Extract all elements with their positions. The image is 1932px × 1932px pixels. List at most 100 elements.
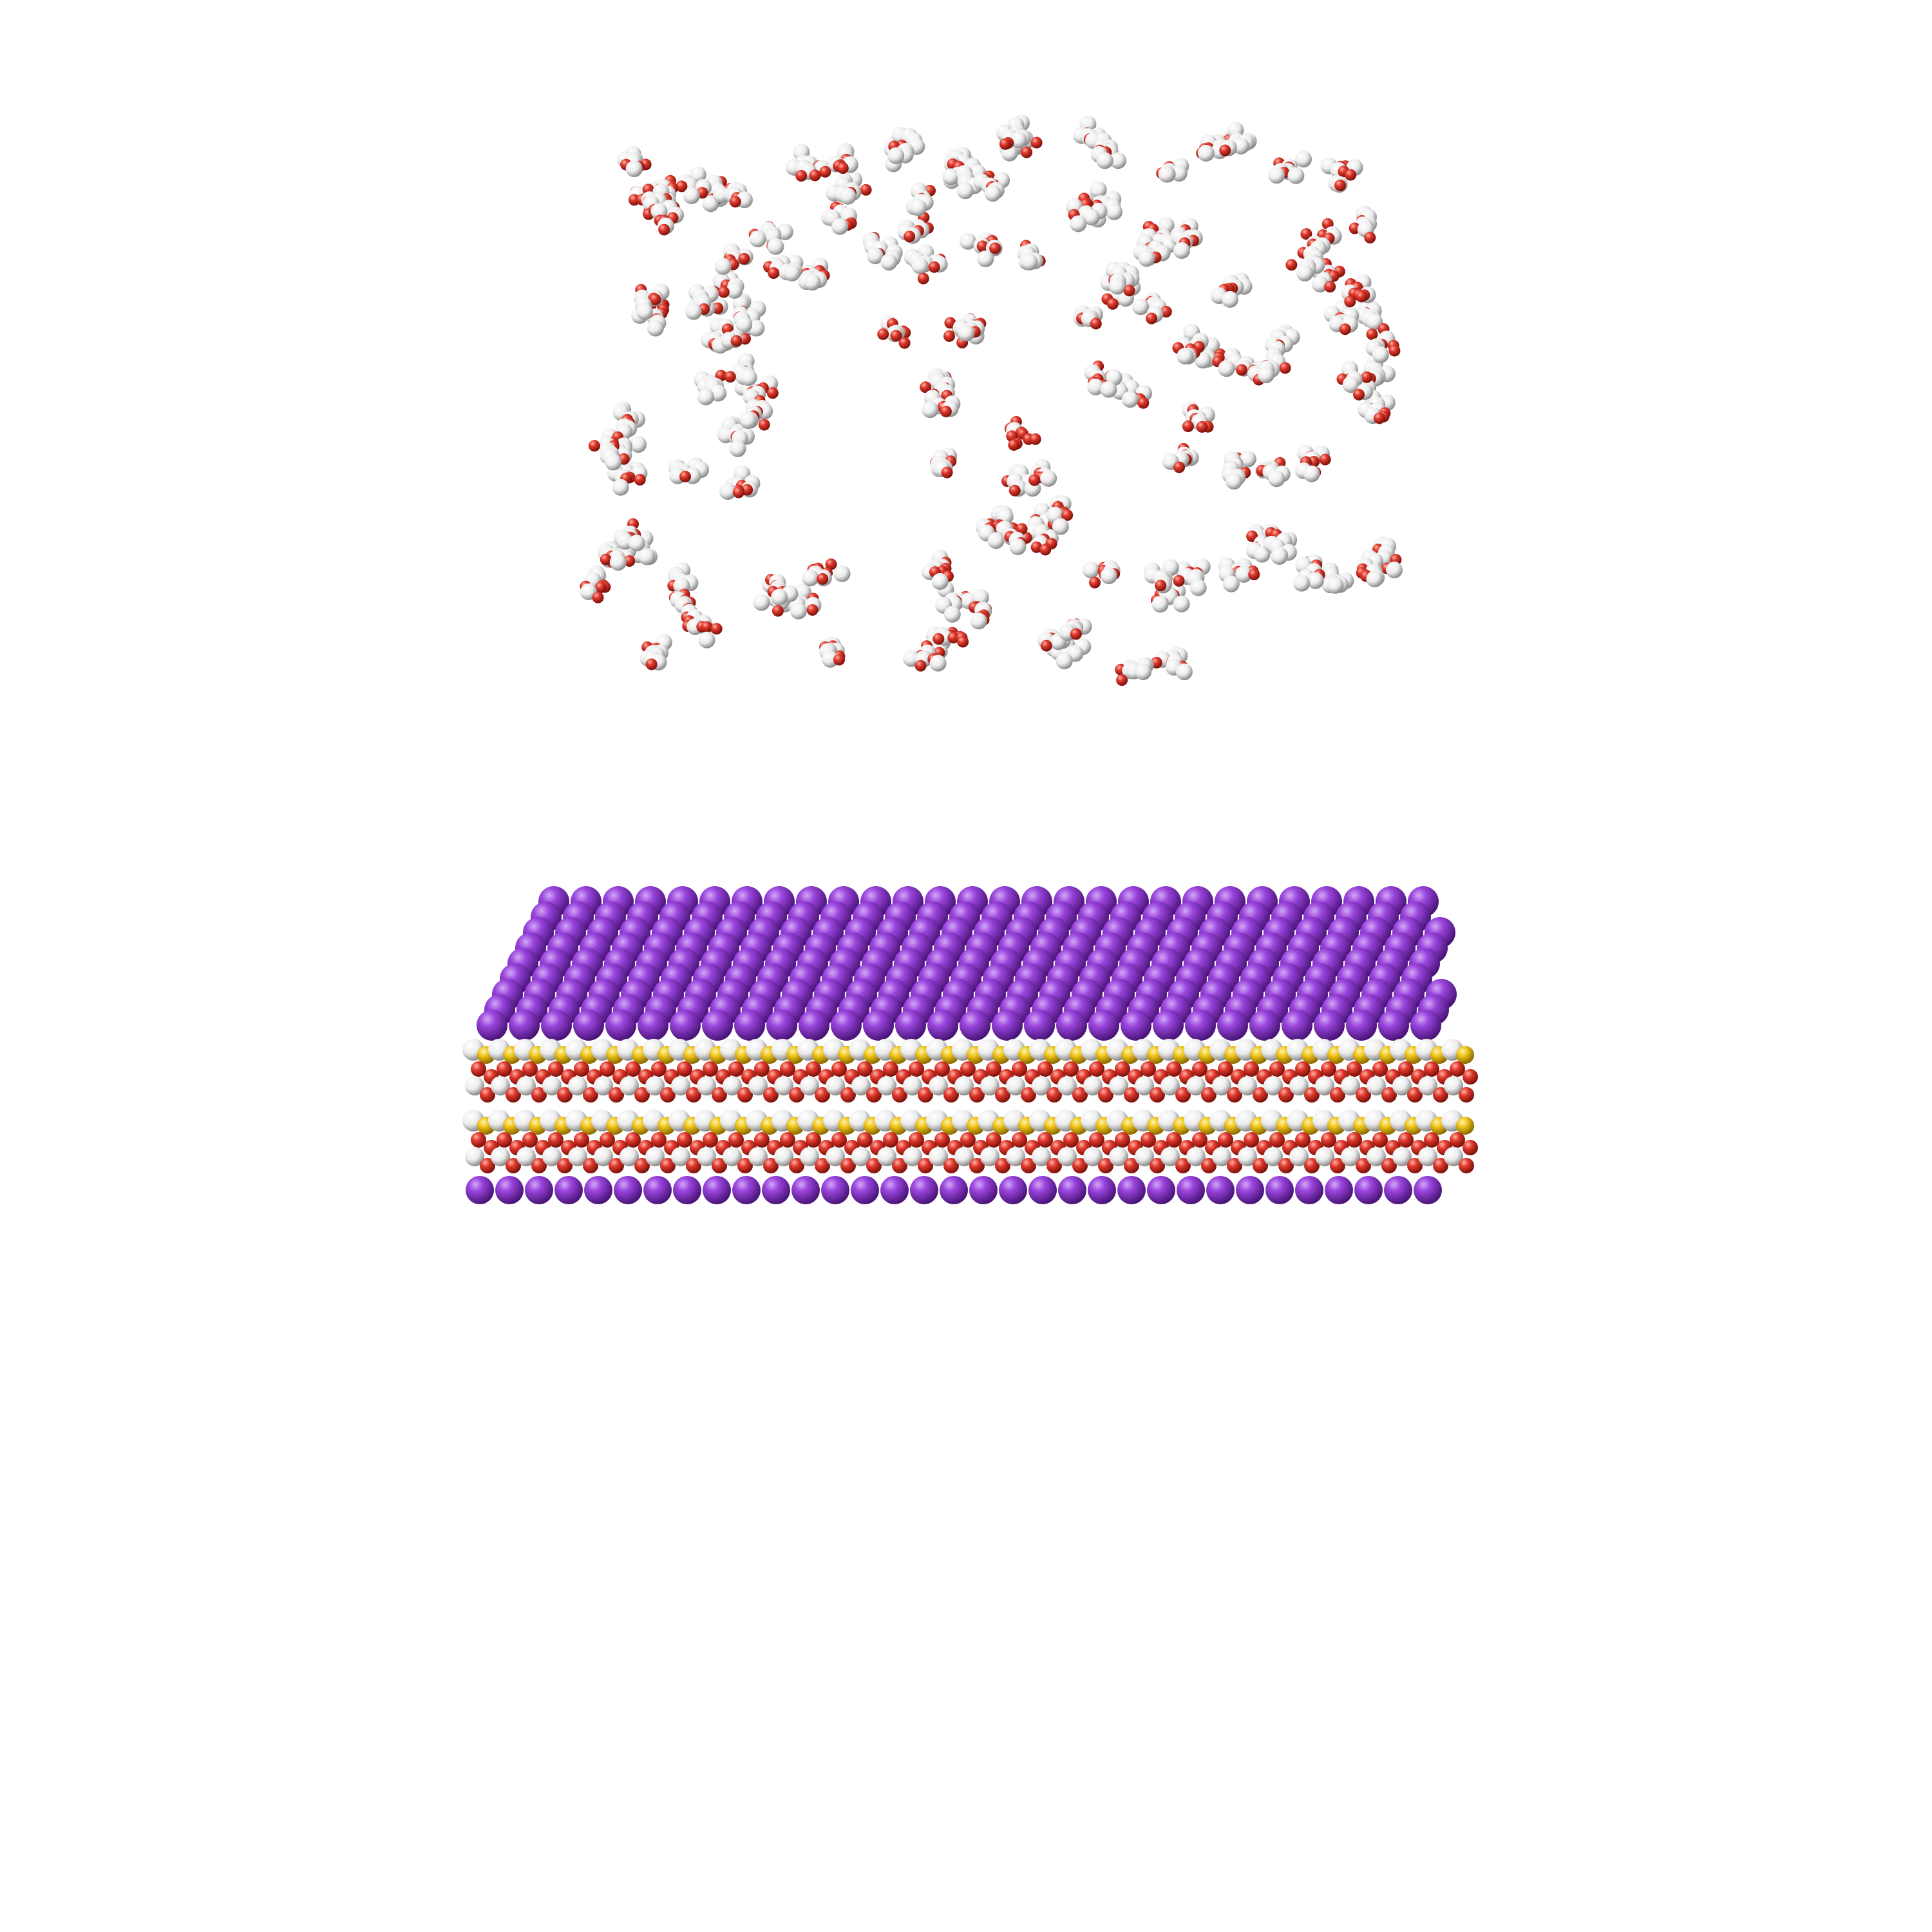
hydrogen-atom — [1100, 567, 1117, 585]
potassium-atom — [614, 1176, 642, 1204]
solvent-molecule — [1356, 300, 1383, 330]
hydrogen-atom — [980, 1076, 999, 1095]
hydrogen-atom — [1106, 203, 1122, 220]
hydrogen-atom — [465, 1147, 484, 1166]
hydrogen-atom — [697, 388, 714, 406]
potassium-atom — [573, 1010, 604, 1041]
hydrogen-atom — [826, 1076, 845, 1095]
hydrogen-atom — [783, 264, 800, 281]
oxygen-atom — [1300, 228, 1312, 240]
hydrogen-atom — [542, 1147, 562, 1166]
oxygen-atom — [789, 1087, 804, 1103]
hydrogen-atom — [1264, 1147, 1283, 1166]
oxygen-atom — [660, 1158, 676, 1173]
oxygen-atom — [583, 1158, 598, 1173]
solvent-molecule — [802, 558, 851, 587]
hydrogen-atom — [1032, 1147, 1051, 1166]
solvent-molecule — [973, 170, 1010, 202]
oxygen-atom — [1433, 1158, 1448, 1173]
solvent-molecule — [599, 542, 636, 571]
hydrogen-atom — [1173, 595, 1190, 612]
hydrogen-atom — [1135, 1147, 1154, 1166]
oxygen-atom — [557, 1158, 573, 1173]
oxygen-atom — [809, 169, 821, 182]
oxygen-atom — [1285, 259, 1298, 271]
oxygen-atom — [480, 1087, 495, 1103]
hydrogen-atom — [771, 589, 788, 606]
oxygen-atom — [1008, 439, 1020, 451]
solvent-molecule — [1073, 305, 1103, 330]
hydrogen-atom — [1289, 1076, 1309, 1095]
potassium-atom — [673, 1176, 701, 1204]
solvent-molecule — [1285, 245, 1325, 282]
hydrogen-atom — [929, 654, 947, 672]
oxygen-atom — [1175, 1158, 1191, 1173]
hydrogen-atom — [851, 1147, 871, 1166]
oxygen-atom — [1295, 1061, 1311, 1077]
hydrogen-atom — [867, 247, 884, 265]
potassium-atom — [791, 1176, 820, 1204]
hydrogen-atom — [1366, 571, 1383, 587]
solvent-molecule — [1311, 562, 1354, 594]
oxygen-atom — [904, 231, 916, 243]
oxygen-atom — [1039, 544, 1052, 556]
potassium-atom — [509, 1010, 540, 1041]
hydrogen-atom — [1287, 167, 1305, 184]
solvent-molecule — [1017, 240, 1046, 270]
potassium-atom — [880, 1176, 909, 1204]
hydrogen-atom — [491, 1147, 510, 1166]
potassium-atom — [762, 1176, 790, 1204]
hydrogen-atom — [943, 605, 961, 623]
solvent-molecule — [1046, 495, 1074, 535]
oxygen-atom — [1407, 1158, 1423, 1173]
hydrogen-atom — [1296, 265, 1314, 282]
oxygen-atom — [471, 1132, 486, 1148]
solvent-molecule — [933, 627, 969, 648]
oxygen-atom — [1175, 1087, 1191, 1103]
oxygen-atom — [1061, 509, 1074, 521]
oxygen-atom — [1150, 1087, 1165, 1103]
hydrogen-atom — [729, 440, 746, 457]
hydrogen-atom — [1341, 1147, 1360, 1166]
hydrogen-atom — [1271, 548, 1288, 565]
hydrogen-atom — [1175, 663, 1193, 681]
hydrogen-atom — [1083, 1147, 1103, 1166]
solvent-molecule — [765, 574, 799, 606]
oxygen-atom — [860, 184, 872, 196]
hydrogen-atom — [903, 1076, 922, 1095]
oxygen-atom — [1192, 1061, 1208, 1077]
oxygen-atom — [831, 1061, 847, 1077]
hydrogen-atom — [1083, 209, 1100, 225]
oxygen-atom — [600, 1132, 615, 1148]
solvent-molecule — [1028, 459, 1057, 487]
potassium-atom — [1325, 1176, 1353, 1204]
hydrogen-atom — [1367, 1076, 1386, 1095]
oxygen-atom — [995, 1158, 1010, 1173]
solvent-molecule — [1144, 559, 1179, 594]
oxygen-atom — [548, 1061, 564, 1077]
hydrogen-atom — [723, 1147, 742, 1166]
solvent-molecule — [1257, 352, 1291, 384]
oxygen-atom — [943, 330, 955, 342]
solvent-molecule — [903, 640, 947, 672]
oxygen-atom — [1155, 580, 1167, 592]
hydrogen-atom — [822, 650, 839, 668]
solvent-molecule-cloud — [580, 114, 1403, 686]
oxygen-atom — [1218, 1061, 1233, 1077]
hydrogen-atom — [909, 199, 927, 216]
hydrogen-atom — [620, 1147, 639, 1166]
hydrogen-atom — [638, 548, 656, 565]
oxygen-atom — [890, 330, 902, 342]
oxygen-atom — [1116, 674, 1128, 686]
oxygen-atom — [892, 1158, 907, 1173]
oxygen-atom — [1115, 1132, 1130, 1148]
solvent-molecule — [930, 447, 958, 478]
potassium-atom — [1177, 1176, 1205, 1204]
potassium-atom — [1346, 1010, 1377, 1041]
oxygen-atom — [1398, 1061, 1414, 1077]
oxygen-atom — [883, 1061, 898, 1077]
oxygen-atom — [1356, 1158, 1371, 1173]
hydrogen-atom — [1295, 151, 1312, 168]
oxygen-atom — [1029, 433, 1041, 445]
oxygen-atom — [999, 138, 1011, 150]
